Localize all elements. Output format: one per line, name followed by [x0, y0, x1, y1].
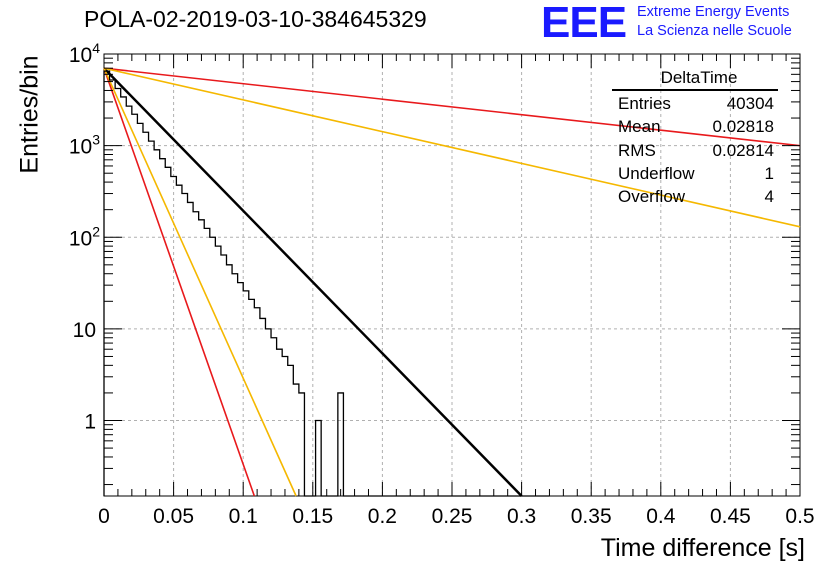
stats-value: 0.02814	[712, 140, 774, 160]
stats-label: Mean	[618, 117, 661, 137]
x-tick-label: 0.05	[153, 505, 194, 528]
x-tick-label: 0.2	[368, 505, 397, 528]
stats-value: 1	[764, 163, 774, 183]
stats-row-mean: Mean 0.02818	[612, 117, 778, 140]
exp-reference-line	[103, 67, 297, 497]
x-tick-label: 0.5	[785, 505, 814, 528]
exp-reference-line	[103, 67, 256, 497]
y-tick-label: 103	[69, 132, 100, 159]
x-tick-label: 0.3	[507, 505, 536, 528]
stats-value: 40304	[726, 94, 774, 113]
x-tick-label: 0	[98, 505, 110, 528]
x-tick-label: 0.45	[710, 505, 751, 528]
stats-divider	[612, 89, 778, 91]
x-tick-label: 0.4	[646, 505, 676, 528]
grid	[104, 54, 800, 496]
exp-reference-line	[103, 67, 801, 228]
stats-box: DeltaTime Entries 40304 Mean 0.02818 RMS…	[612, 68, 778, 210]
series-layer	[103, 67, 801, 497]
stats-row-entries: Entries 40304	[612, 94, 778, 117]
x-tick-label: 0.25	[432, 505, 473, 528]
eee-logo: EEE	[541, 0, 627, 47]
fit-line	[103, 67, 523, 497]
x-tick-label: 0.15	[292, 505, 333, 528]
histogram-layer	[103, 70, 550, 497]
logo-caption-line1: Extreme Energy Events	[637, 4, 790, 20]
stats-row-overflow: Overflow 4	[612, 187, 778, 210]
stats-value: 0.02818	[712, 117, 774, 137]
logo-caption-line2: La Scienza nelle Scuole	[637, 23, 792, 39]
y-axis-label: Entries/bin	[15, 55, 44, 174]
y-tick-label: 102	[69, 223, 100, 250]
stats-label: Underflow	[618, 163, 695, 183]
y-tick-label: 10	[73, 319, 96, 342]
y-tick-label: 104	[69, 40, 100, 67]
histogram-outline	[103, 70, 550, 497]
axes-layer: 0 0.05 0.1 0.15 0.2 0.25 0.3 0.35 0.4 0.45 0.5 1 10 1…	[69, 40, 815, 528]
chart-title: POLA-02-2019-03-10-384645329	[84, 6, 427, 32]
stats-row-underflow: Underflow 1	[612, 164, 778, 187]
stats-label: RMS	[618, 140, 656, 160]
x-axis-label: Time difference [s]	[600, 534, 805, 562]
stats-row-rms: RMS 0.02814	[612, 141, 778, 164]
stats-title: DeltaTime	[660, 68, 738, 87]
x-tick-label: 0.1	[229, 505, 258, 528]
exp-reference-line	[103, 67, 801, 147]
stats-label: Entries	[618, 94, 671, 113]
logo-caption: Extreme Energy Events La Scienza nelle S…	[637, 3, 792, 41]
y-tick-label: 1	[84, 411, 96, 434]
stats-value: 4	[764, 187, 774, 207]
x-tick-label: 0.35	[571, 505, 612, 528]
stats-label: Overflow	[618, 187, 686, 207]
